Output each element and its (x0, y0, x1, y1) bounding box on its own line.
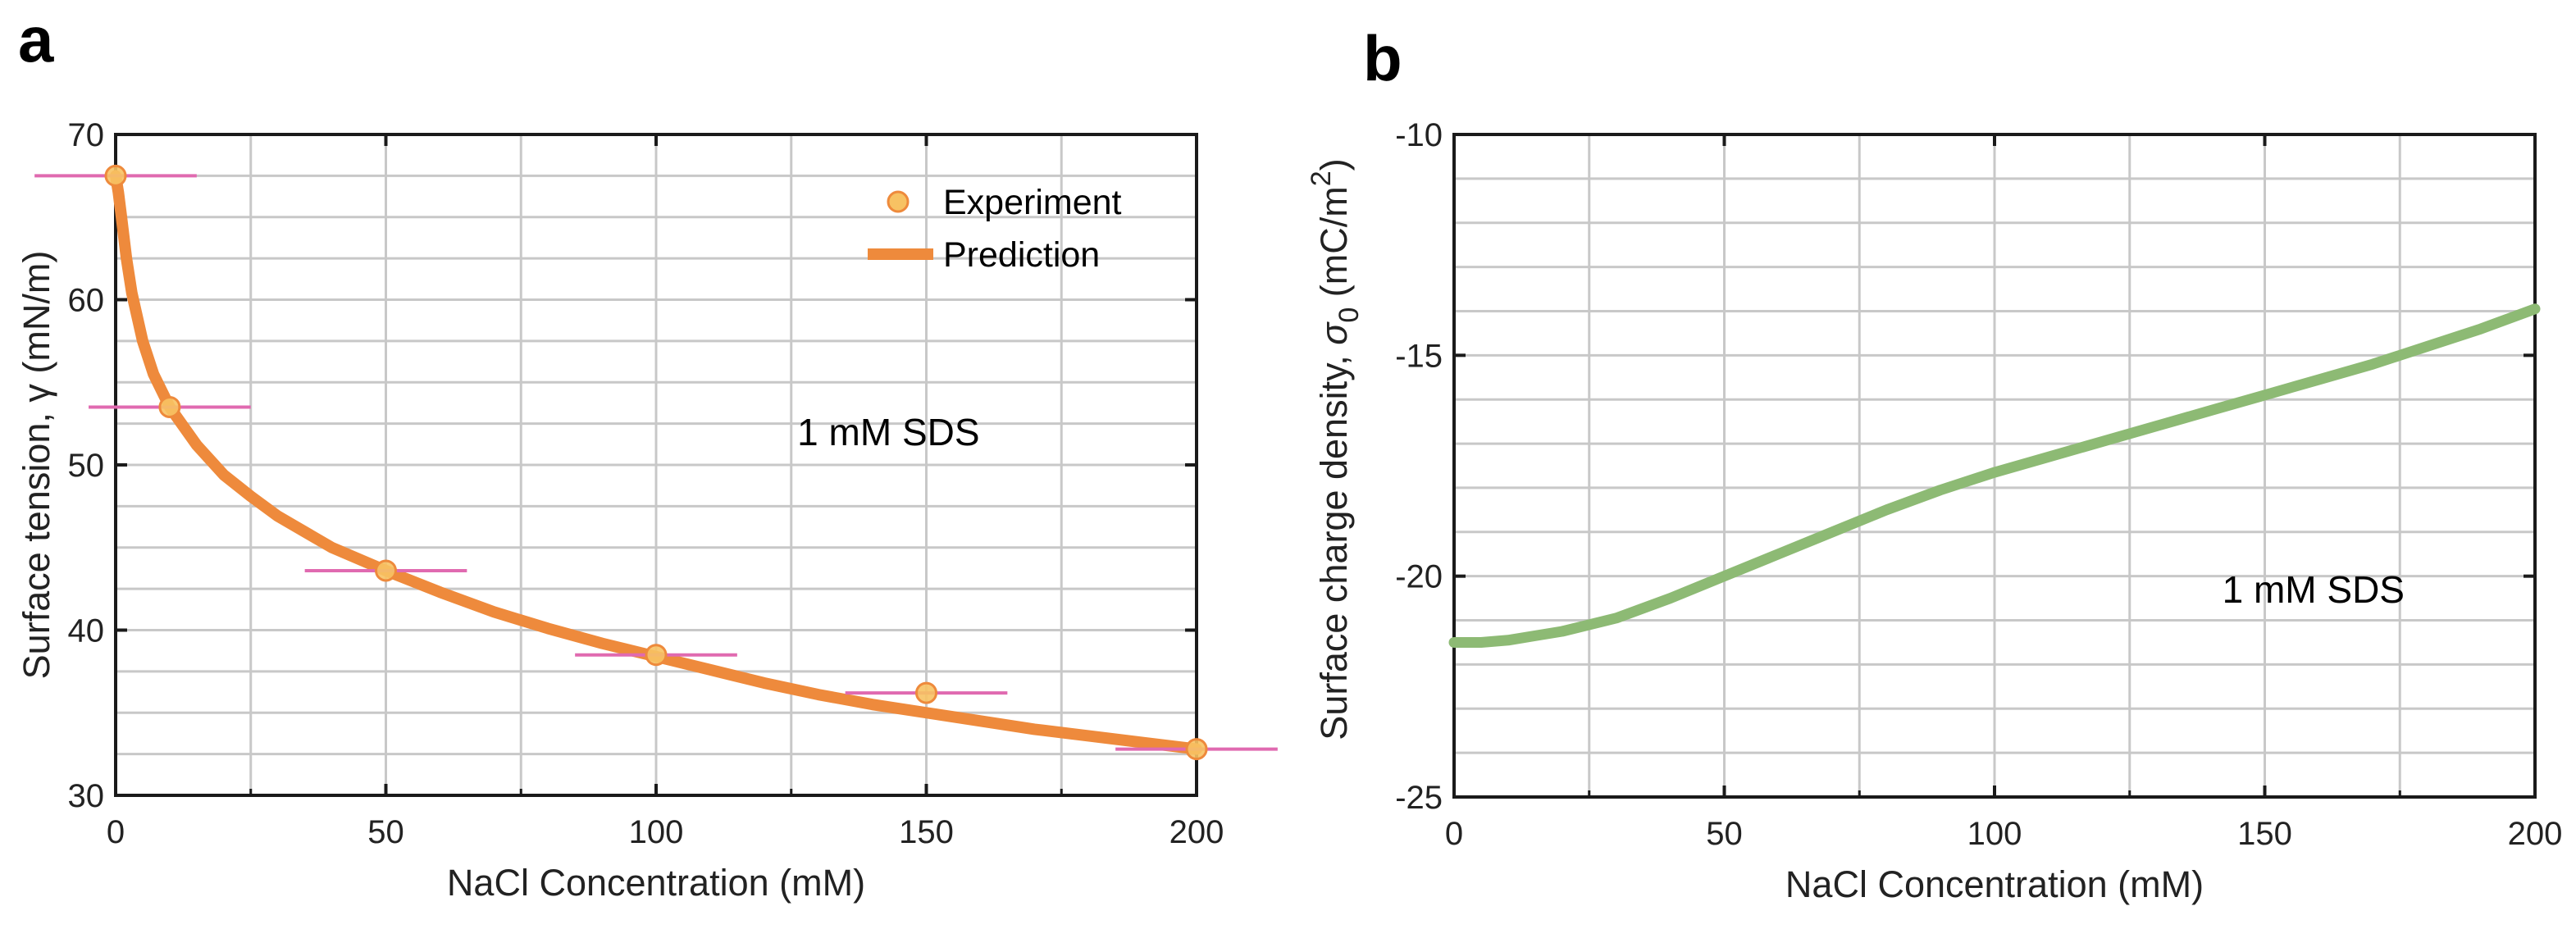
y-axis-label-part: (mC/m (1313, 186, 1355, 307)
experiment-point (89, 395, 251, 418)
x-tick-label: 50 (367, 814, 404, 850)
experiment-marker (915, 681, 937, 704)
y-tick-label: -25 (1395, 780, 1443, 816)
prediction-line (110, 170, 1202, 755)
y-axis-label-part: σ (1313, 321, 1355, 345)
legend-label-prediction: Prediction (943, 235, 1100, 275)
legend-label-experiment: Experiment (943, 183, 1122, 222)
x-tick-label: 50 (1706, 816, 1743, 852)
y-axis-label-part: Surface charge density, (1313, 345, 1355, 740)
experiment-point (575, 644, 737, 667)
x-tick-label: 100 (1967, 816, 2022, 852)
y-tick-label: 40 (68, 613, 105, 649)
panel-label: a (18, 3, 54, 75)
x-tick-label: 200 (2508, 816, 2563, 852)
y-tick-label: 30 (68, 778, 105, 814)
y-tick-label: -10 (1395, 117, 1443, 153)
x-axis-label: NaCl Concentration (mM) (1785, 863, 2204, 905)
y-tick-label: -15 (1395, 338, 1443, 374)
y-axis-label-part: ) (1313, 158, 1355, 171)
y-axis-label: Surface charge density, σ0 (mC/m2) (1306, 158, 1365, 740)
experiment-marker (645, 644, 668, 667)
legend: Experiment Prediction (868, 183, 1122, 275)
y-axis-label: Surface tension, γ (mN/m) (16, 251, 57, 680)
y-tick-label: 70 (68, 117, 105, 153)
experiment-point (34, 164, 197, 187)
charge-density-line (1448, 303, 2541, 648)
y-tick-label: 50 (68, 448, 105, 484)
y-axis-label-part: 0 (1334, 307, 1365, 323)
grid (1454, 134, 2535, 797)
x-tick-label: 0 (107, 814, 125, 850)
x-tick-label: 0 (1445, 816, 1463, 852)
y-tick-label: 60 (68, 283, 105, 319)
experiment-point (304, 559, 467, 582)
experiment-point (1115, 738, 1278, 761)
annotation-label: 1 mM SDS (797, 411, 979, 453)
x-tick-label: 200 (1169, 814, 1224, 850)
x-tick-label: 150 (899, 814, 954, 850)
experiment-marker (375, 559, 397, 582)
y-tick-label: -20 (1395, 559, 1443, 595)
grid (116, 134, 1197, 795)
experiment-marker (104, 164, 127, 187)
experiment-point (845, 681, 1008, 704)
experiment-marker (158, 395, 181, 418)
x-tick-label: 100 (629, 814, 684, 850)
annotation-label: 1 mM SDS (2223, 568, 2405, 611)
x-tick-label: 150 (2237, 816, 2292, 852)
legend-marker-experiment (887, 190, 910, 213)
experiment-marker (1185, 738, 1208, 761)
panel-label: b (1363, 22, 1402, 94)
x-axis-label: NaCl Concentration (mM) (447, 862, 865, 904)
y-axis-label-part: 2 (1306, 171, 1337, 186)
